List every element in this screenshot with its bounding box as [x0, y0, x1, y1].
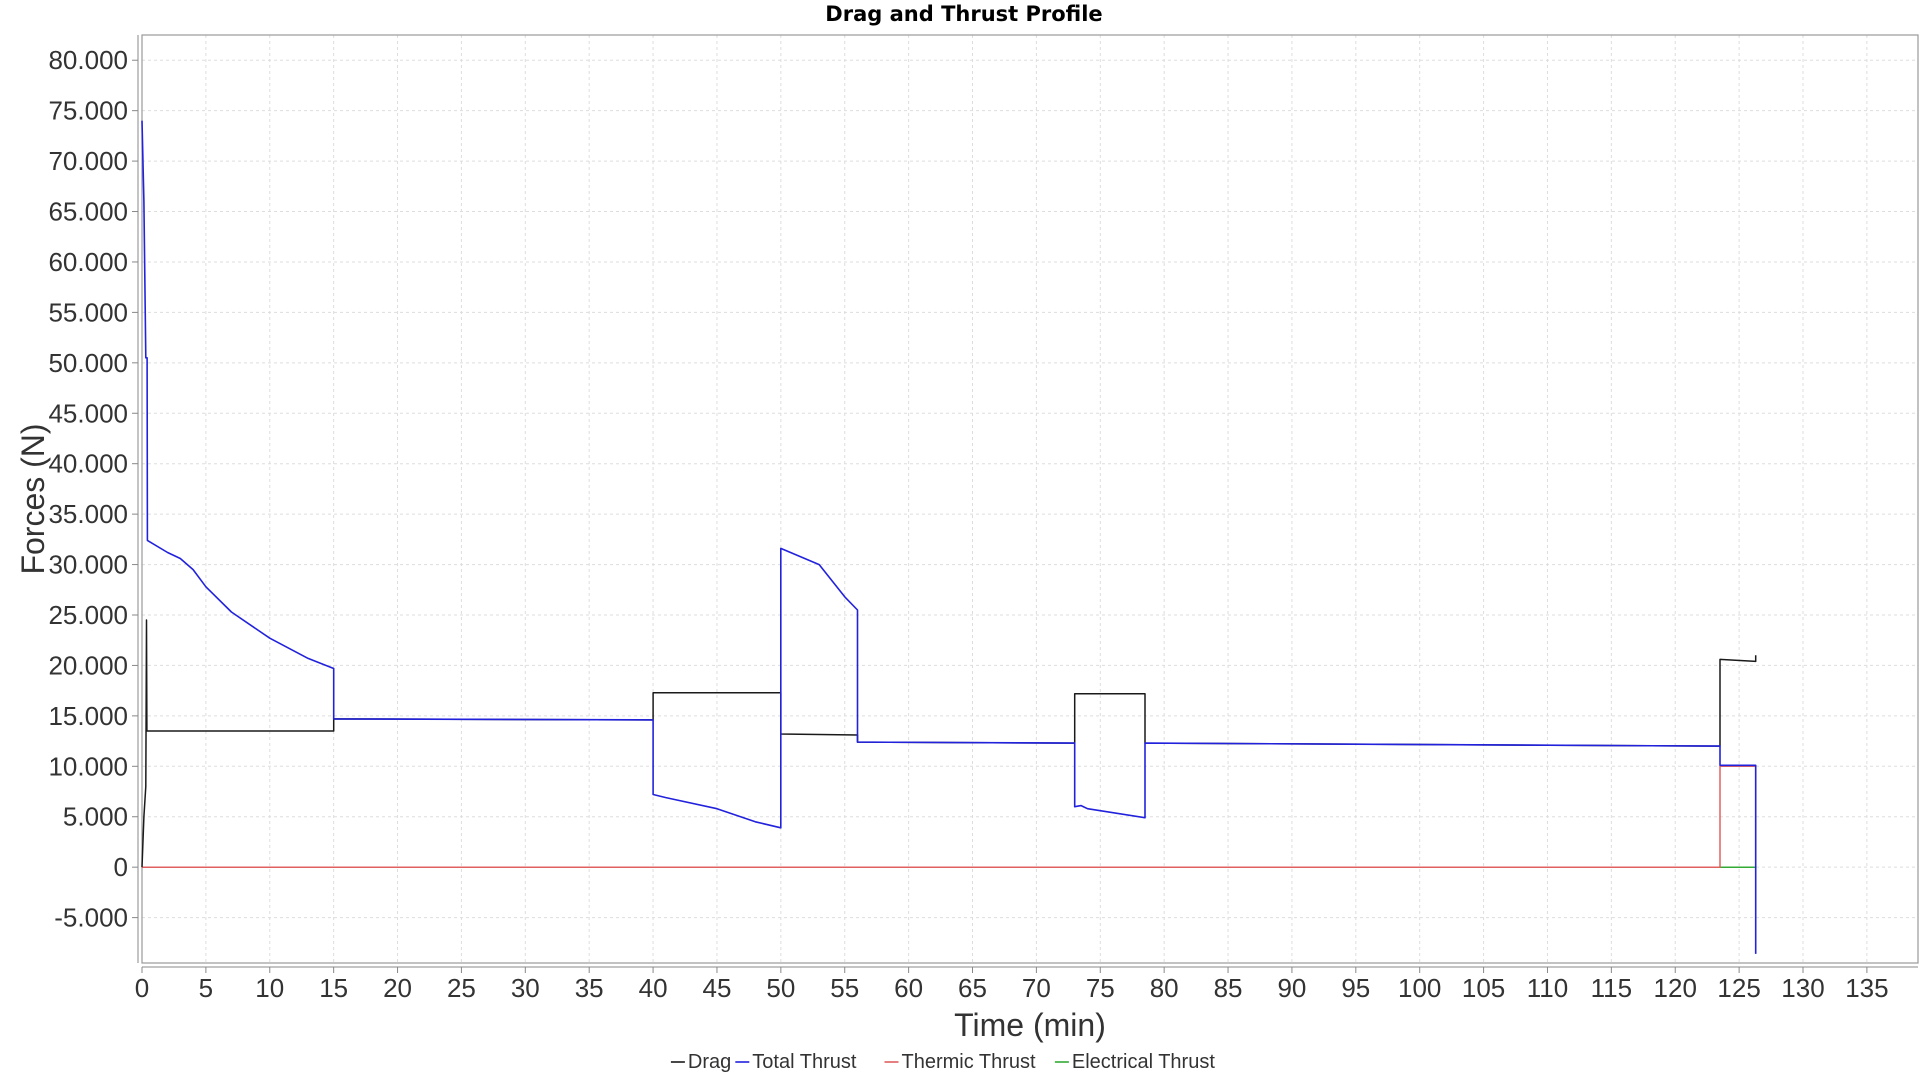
x-tick-label: 125 [1717, 973, 1760, 1003]
x-tick-label: 40 [639, 973, 668, 1003]
plot-area [141, 34, 1919, 964]
y-axis-ticks: -5.000 0 5.000 10.000 15.000 20.000 25.000 30.0… [48, 45, 138, 933]
x-tick-label: 75 [1086, 973, 1115, 1003]
y-tick-label: 20.000 [48, 650, 128, 680]
x-tick-label: 50 [766, 973, 795, 1003]
x-tick-label: 90 [1277, 973, 1306, 1003]
y-tick-label: 75.000 [48, 96, 128, 126]
series-total-thrust [141, 120, 1757, 954]
x-tick-label: 60 [894, 973, 923, 1003]
x-tick-label: 25 [447, 973, 476, 1003]
x-tick-label: 0 [135, 973, 149, 1003]
x-tick-label: 130 [1781, 973, 1824, 1003]
y-tick-label: -5.000 [54, 903, 128, 933]
legend-item: Electrical Thrust [1072, 1051, 1215, 1073]
y-tick-label: 30.000 [48, 550, 128, 580]
x-tick-label: 10 [255, 973, 284, 1003]
x-tick-label: 115 [1591, 973, 1632, 1003]
y-tick-label: 15.000 [48, 701, 128, 731]
x-tick-label: 30 [511, 973, 540, 1003]
x-axis-ticks: 0 5 10 15 20 25 30 35 40 45 50 55 60 65 70 75 80 85 90 95 10… [135, 967, 1889, 1003]
x-tick-label: 5 [199, 973, 213, 1003]
y-tick-label: 65.000 [48, 197, 128, 227]
x-tick-label: 120 [1654, 973, 1697, 1003]
y-tick-label: 80.000 [48, 45, 128, 75]
x-tick-label: 55 [830, 973, 859, 1003]
x-tick-label: 105 [1462, 973, 1505, 1003]
legend-item: Thermic Thrust [902, 1051, 1037, 1073]
y-tick-label: 40.000 [48, 449, 128, 479]
x-axis-label: Time (min) [954, 1007, 1106, 1043]
x-tick-label: 45 [703, 973, 732, 1003]
y-tick-label: 55.000 [48, 297, 128, 327]
y-tick-label: 0 [114, 852, 128, 882]
legend-item: Drag [688, 1051, 731, 1073]
x-tick-label: 110 [1527, 973, 1568, 1003]
x-tick-label: 35 [575, 973, 604, 1003]
y-tick-label: 10.000 [48, 751, 128, 781]
series-drag [141, 619, 1757, 868]
x-tick-label: 100 [1398, 973, 1441, 1003]
x-tick-label: 85 [1214, 973, 1243, 1003]
y-tick-label: 45.000 [48, 398, 128, 428]
legend: Drag Total Thrust Thermic Thrust Electrical… [670, 1051, 1215, 1073]
chart-title: Drag and Thrust Profile [825, 2, 1102, 26]
y-tick-label: 70.000 [48, 146, 128, 176]
series-layer [141, 120, 1757, 954]
y-tick-label: 60.000 [48, 247, 128, 277]
y-tick-label: 5.000 [63, 802, 128, 832]
y-axis-label: Forces (N) [15, 423, 51, 574]
grid [141, 35, 1918, 963]
x-tick-label: 80 [1150, 973, 1179, 1003]
y-tick-label: 25.000 [48, 600, 128, 630]
legend-item: Total Thrust [752, 1051, 857, 1073]
y-tick-label: 50.000 [48, 348, 128, 378]
x-tick-label: 135 [1845, 973, 1888, 1003]
x-tick-label: 20 [383, 973, 412, 1003]
y-tick-label: 35.000 [48, 499, 128, 529]
x-tick-label: 95 [1341, 973, 1370, 1003]
x-tick-label: 65 [958, 973, 987, 1003]
x-tick-label: 70 [1022, 973, 1051, 1003]
x-tick-label: 15 [319, 973, 348, 1003]
